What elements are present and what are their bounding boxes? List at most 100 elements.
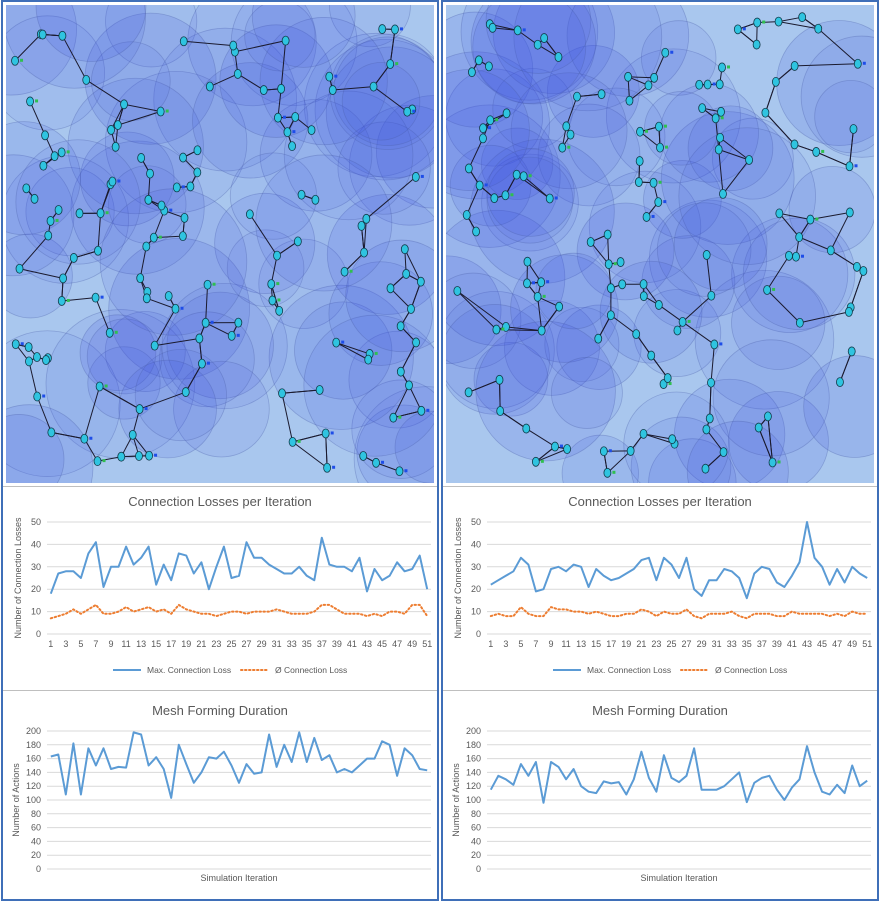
mesh-link <box>410 281 422 310</box>
node-marker <box>665 145 669 149</box>
mesh-node <box>624 71 632 82</box>
mesh-node <box>853 58 862 69</box>
mesh-node <box>795 232 804 243</box>
mesh-node <box>717 106 725 117</box>
mesh-node <box>714 144 723 155</box>
mesh-node <box>533 39 542 50</box>
mesh-node <box>291 112 300 122</box>
mesh-link <box>468 138 484 169</box>
mesh-node <box>307 125 316 136</box>
mesh-node <box>668 434 677 445</box>
mesh-node <box>519 171 528 182</box>
coverage-circle <box>173 360 270 458</box>
mesh-link <box>73 250 99 259</box>
mesh-node <box>288 141 296 152</box>
mesh-node <box>105 327 114 338</box>
mesh-node <box>144 194 153 205</box>
mesh-node <box>701 463 710 474</box>
coverage-circle <box>153 27 297 172</box>
mesh-node <box>41 130 49 141</box>
mesh-node <box>594 333 603 344</box>
mesh-node <box>275 305 284 316</box>
mesh-link <box>705 429 724 453</box>
coverage-circle <box>226 229 305 307</box>
coverage-circle <box>303 32 434 178</box>
losses-ylabel-left: Number of Connection Losses <box>13 517 23 639</box>
mesh-link <box>85 79 125 105</box>
mesh-node <box>39 160 48 171</box>
node-marker <box>420 174 424 178</box>
mesh-node <box>120 99 128 110</box>
coverage-circle <box>79 314 157 391</box>
mesh-node <box>462 210 471 220</box>
coverage-circle <box>470 5 597 105</box>
mesh-node <box>180 212 189 223</box>
mesh-node <box>711 113 720 124</box>
mesh-link <box>794 63 858 67</box>
node-marker <box>663 124 667 128</box>
losses-xtick-label-left: 31 <box>272 639 282 649</box>
losses-xtick-label-left: 41 <box>347 639 357 649</box>
coverage-circle <box>6 404 94 483</box>
mesh-node <box>113 120 122 131</box>
mesh-node <box>464 387 473 398</box>
losses-xtick-label-left: 15 <box>151 639 161 649</box>
node-marker <box>330 431 334 435</box>
mesh-node <box>80 433 89 444</box>
mesh-node <box>193 167 202 178</box>
mesh-node <box>179 152 187 163</box>
duration-ytick-label-right: 140 <box>466 767 481 777</box>
coverage-circle <box>648 438 737 483</box>
mesh-link <box>766 255 790 291</box>
mesh-node <box>156 106 165 117</box>
coverage-circle <box>329 5 411 48</box>
mesh-link <box>154 308 176 346</box>
mesh-node <box>108 176 117 187</box>
mesh-link <box>535 448 568 463</box>
mesh-node <box>402 269 411 279</box>
mesh-node <box>297 189 306 200</box>
coverage-circle <box>258 238 349 329</box>
legend-label-max-left: Max. Connection Loss <box>147 665 231 675</box>
mesh-node <box>702 424 711 435</box>
node-marker <box>762 20 766 24</box>
mesh-node <box>475 180 484 191</box>
node-marker <box>374 351 378 355</box>
mesh-node <box>719 188 727 199</box>
losses-ytick-label-left: 0 <box>36 629 41 639</box>
mesh-node <box>364 354 373 365</box>
mesh-link <box>280 40 287 89</box>
coverage-circle <box>259 17 388 146</box>
duration-series-max-left <box>50 731 428 799</box>
coverage-circle <box>504 299 600 396</box>
mesh-node <box>267 279 276 289</box>
mesh-node <box>75 208 84 219</box>
losses-xtick-label-right: 13 <box>576 639 586 649</box>
duration-plot-left: 0 20 40 60 80 100 120 140 160 180 200 Number of Act… <box>11 726 431 883</box>
losses-ylabel-right: Number of Connection Losses <box>453 517 463 639</box>
mesh-node <box>142 293 151 304</box>
mesh-node <box>193 145 202 156</box>
losses-ytick-label-left: 50 <box>31 517 41 527</box>
coverage-circle <box>255 154 393 292</box>
node-marker <box>395 62 399 66</box>
coverage-circle <box>67 77 204 215</box>
mesh-node <box>707 290 716 301</box>
node-marker <box>412 109 416 113</box>
node-marker <box>165 109 169 113</box>
mesh-node <box>15 263 24 274</box>
mesh-node <box>710 339 719 350</box>
duration-ytick-label-left: 160 <box>26 754 41 764</box>
mesh-node <box>227 330 236 341</box>
coverage-circle <box>118 359 217 459</box>
mesh-link <box>390 287 412 310</box>
duration-ylabel-left: Number of Actions <box>11 763 21 837</box>
coverage-circle <box>104 311 186 392</box>
mesh-node <box>181 387 190 397</box>
node-marker <box>212 282 216 286</box>
duration-ytick-label-left: 0 <box>36 864 41 874</box>
legend-label-avg-right: Ø Connection Loss <box>715 665 787 675</box>
mesh-node <box>490 193 499 204</box>
coverage-circle <box>480 127 554 200</box>
